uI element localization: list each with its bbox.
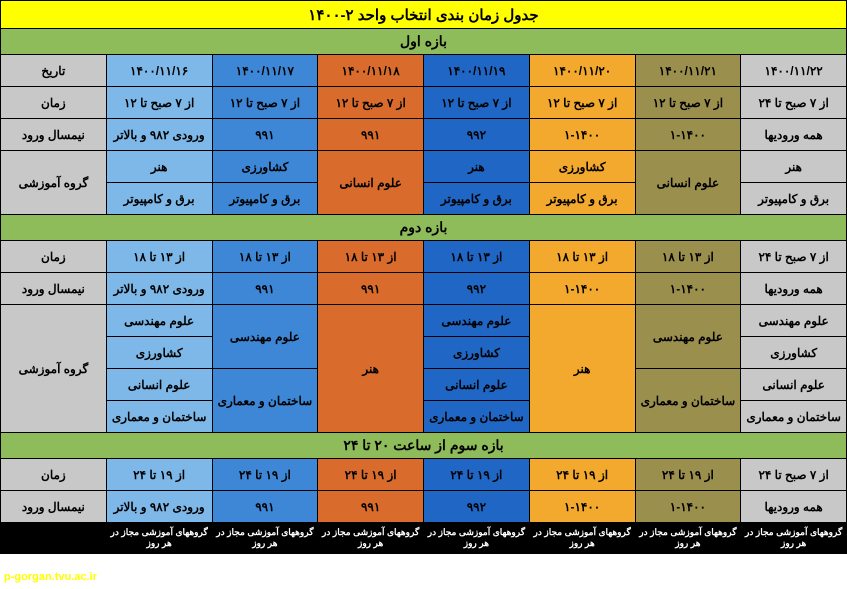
schedule-table: جدول زمان بندی انتخاب واحد ۲-۱۴۰۰ بازه ا…: [0, 0, 847, 554]
s3-times-row: از ۷ صبح تا ۲۴ از ۱۹ تا ۲۴ از ۱۹ تا ۲۴ ا…: [1, 459, 847, 491]
s1-group-row-1: هنر علوم انسانی کشاورزی هنر علوم انسانی …: [1, 151, 847, 183]
dates-row: ۱۴۰۰/۱۱/۲۲ ۱۴۰۰/۱۱/۲۱ ۱۴۰۰/۱۱/۲۰ ۱۴۰۰/۱۱…: [1, 55, 847, 87]
s2-group-row-1: علوم مهندسی علوم مهندسی هنر علوم مهندسی …: [1, 305, 847, 337]
footer-row: گروههای آموزشی مجاز در هر روز گروههای آم…: [1, 523, 847, 554]
date-5: ۱۴۰۰/۱۱/۲۱: [635, 55, 741, 87]
main-title: جدول زمان بندی انتخاب واحد ۲-۱۴۰۰: [1, 1, 847, 29]
s1-times-row: از ۷ صبح تا ۲۴ از ۷ صبح تا ۱۲ از ۷ صبح ت…: [1, 87, 847, 119]
date-2: ۱۴۰۰/۱۱/۱۸: [318, 55, 424, 87]
date-1: ۱۴۰۰/۱۱/۱۷: [212, 55, 318, 87]
watermark: p-gorgan.tvu.ac.ir: [4, 571, 97, 583]
s3-sem-row: همه ورودیها ۱-۱۴۰۰ ۱-۱۴۰۰ ۹۹۲ ۹۹۱ ۹۹۱ ور…: [1, 491, 847, 523]
date-6: ۱۴۰۰/۱۱/۲۲: [741, 55, 847, 87]
header-date: تاریخ: [1, 55, 107, 87]
date-0: ۱۴۰۰/۱۱/۱۶: [106, 55, 212, 87]
s2-group-row-3: علوم انسانی ساختمان و معماری علوم انسانی…: [1, 369, 847, 401]
section-3-header: بازه سوم از ساعت ۲۰ تا ۲۴: [1, 433, 847, 459]
s2-sem-row: همه ورودیها ۱-۱۴۰۰ ۱-۱۴۰۰ ۹۹۲ ۹۹۱ ۹۹۱ ور…: [1, 273, 847, 305]
s1-sem-row: همه ورودیها ۱-۱۴۰۰ ۱-۱۴۰۰ ۹۹۲ ۹۹۱ ۹۹۱ ور…: [1, 119, 847, 151]
section-1-header: بازه اول: [1, 29, 847, 55]
date-4: ۱۴۰۰/۱۱/۲۰: [529, 55, 635, 87]
section-2-header: بازه دوم: [1, 215, 847, 241]
date-3: ۱۴۰۰/۱۱/۱۹: [424, 55, 530, 87]
s2-times-row: از ۷ صبح تا ۲۴ از ۱۳ تا ۱۸ از ۱۳ تا ۱۸ ا…: [1, 241, 847, 273]
